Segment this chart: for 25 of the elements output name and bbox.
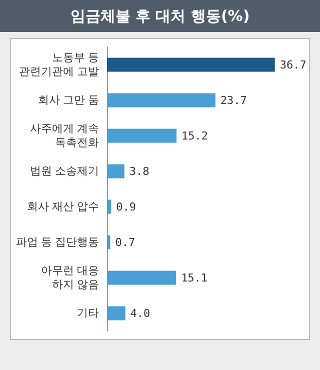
data-label: 15.1	[181, 271, 208, 284]
bar	[107, 200, 112, 214]
data-label: 0.9	[116, 200, 136, 214]
y-tick-label: 파업 등 집단행동	[16, 236, 99, 248]
data-label: 0.7	[115, 236, 136, 249]
y-tick-label: 노동부 등 관련기관에 고발	[18, 52, 99, 78]
y-tick-label: 법원 소송제기	[30, 165, 99, 178]
y-tick-label: 기타	[77, 307, 99, 320]
bar	[107, 93, 216, 108]
bar	[107, 58, 275, 72]
data-label: 36.7	[280, 58, 306, 72]
bar	[107, 270, 176, 285]
bar	[107, 235, 110, 250]
bar	[107, 164, 124, 178]
y-tick-label: 사주에게 계속 독촉전화	[30, 122, 99, 149]
chart-title: 임금체불 후 대처 행동(%)	[0, 0, 320, 32]
data-label: 23.7	[220, 94, 247, 107]
bar	[107, 306, 126, 320]
data-label: 15.2	[182, 129, 208, 142]
data-label: 4.0	[130, 306, 150, 320]
y-tick-label: 회사 재산 압수	[26, 200, 99, 213]
data-label: 3.8	[129, 164, 150, 178]
bar	[107, 128, 177, 143]
y-tick-label: 아무런 대응 하지 않음	[40, 264, 99, 291]
y-tick-label: 회사 그만 둠	[38, 94, 99, 106]
